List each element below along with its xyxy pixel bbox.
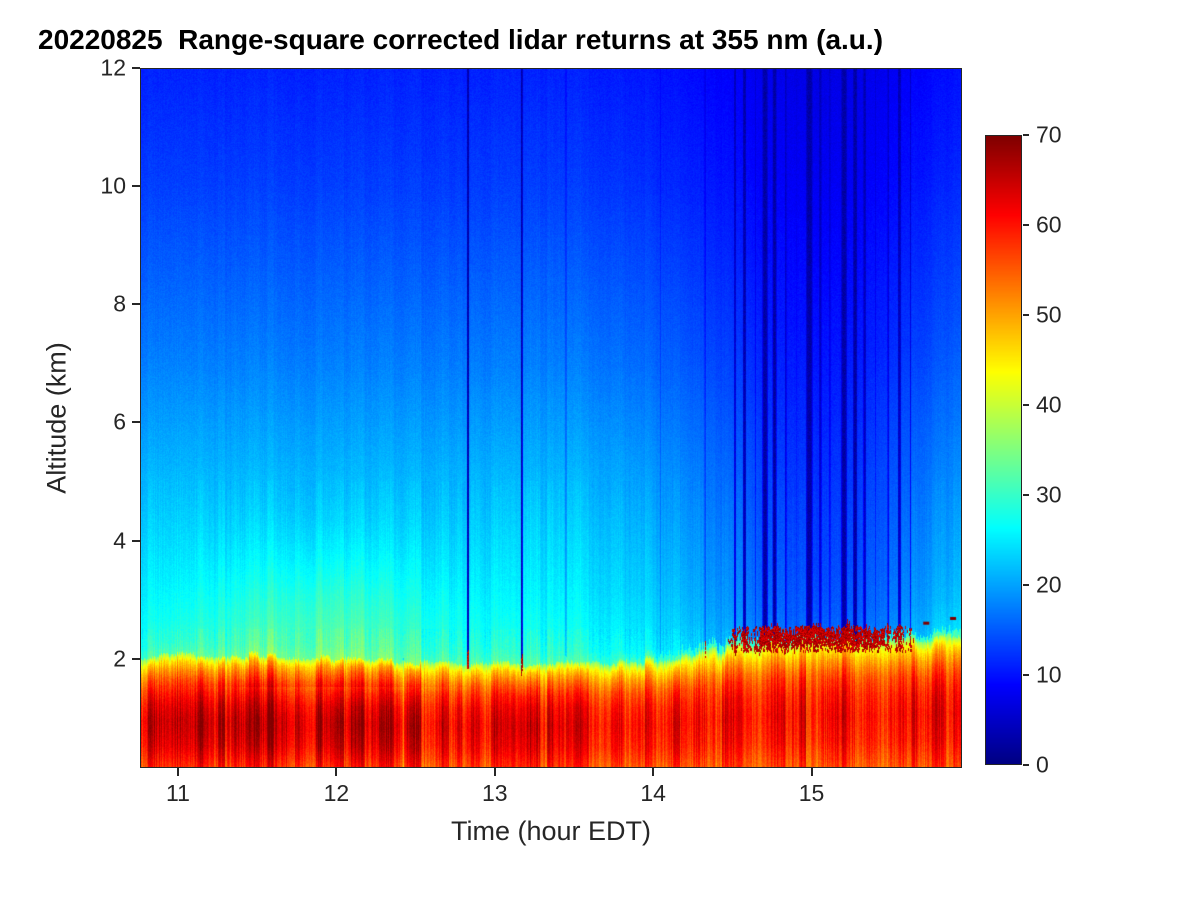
y-tick-mark [132, 67, 140, 69]
colorbar-tick-mark [1023, 764, 1029, 766]
colorbar-tick-label: 60 [1036, 212, 1062, 239]
y-tick-label: 10 [100, 173, 126, 200]
y-tick-label: 4 [113, 527, 126, 554]
y-tick-mark [132, 303, 140, 305]
x-tick-mark [335, 768, 337, 776]
y-tick-mark [132, 421, 140, 423]
colorbar-tick-label: 30 [1036, 482, 1062, 509]
x-tick-mark [652, 768, 654, 776]
x-tick-label: 15 [799, 780, 825, 807]
y-tick-mark [132, 658, 140, 660]
y-tick-label: 2 [113, 645, 126, 672]
x-tick-mark [494, 768, 496, 776]
colorbar-tick-mark [1023, 134, 1029, 136]
x-tick-label: 14 [640, 780, 666, 807]
x-axis-ticks: 11 12 13 14 15 [140, 768, 962, 814]
colorbar-tick-label: 40 [1036, 392, 1062, 419]
y-tick-label: 6 [113, 409, 126, 436]
x-tick-label: 12 [324, 780, 350, 807]
colorbar-tick-mark [1023, 494, 1029, 496]
colorbar-tick-label: 50 [1036, 302, 1062, 329]
chart-title: 20220825 Range-square corrected lidar re… [38, 24, 883, 56]
colorbar-tick-mark [1023, 584, 1029, 586]
colorbar [985, 135, 1022, 765]
x-axis-label: Time (hour EDT) [140, 816, 962, 847]
y-tick-mark [132, 185, 140, 187]
colorbar-gradient-canvas [986, 136, 1021, 764]
colorbar-tick-mark [1023, 314, 1029, 316]
y-axis-label: Altitude (km) [42, 342, 73, 494]
x-tick-label: 13 [482, 780, 508, 807]
colorbar-tick-label: 20 [1036, 572, 1062, 599]
colorbar-ticks: 0 10 20 30 40 50 60 70 [1023, 135, 1113, 765]
x-tick-mark [811, 768, 813, 776]
x-tick-mark [177, 768, 179, 776]
y-tick-label: 12 [100, 55, 126, 82]
colorbar-tick-mark [1023, 224, 1029, 226]
heatmap-canvas [141, 69, 961, 767]
y-tick-mark [132, 540, 140, 542]
heatmap-plot-area [140, 68, 962, 768]
lidar-figure: 20220825 Range-square corrected lidar re… [0, 0, 1200, 900]
colorbar-tick-label: 70 [1036, 122, 1062, 149]
colorbar-tick-mark [1023, 674, 1029, 676]
x-tick-label: 11 [166, 780, 190, 807]
colorbar-tick-label: 0 [1036, 752, 1049, 779]
colorbar-tick-mark [1023, 404, 1029, 406]
colorbar-tick-label: 10 [1036, 662, 1062, 689]
y-tick-label: 8 [113, 291, 126, 318]
